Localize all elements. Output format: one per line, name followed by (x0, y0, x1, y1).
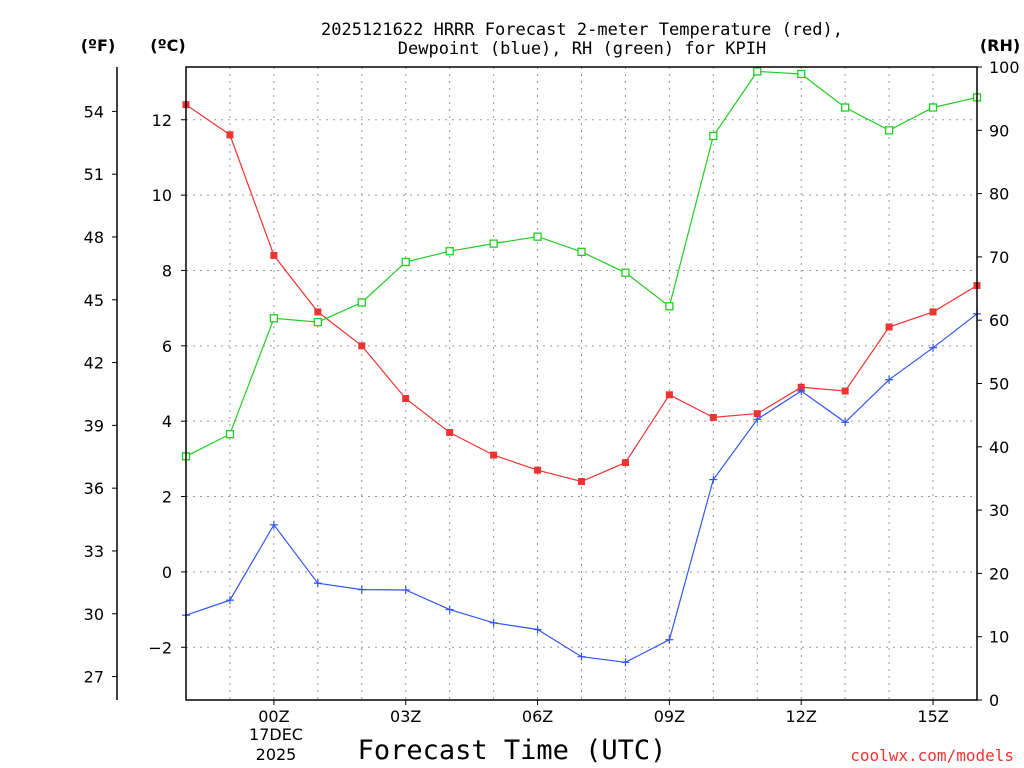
celsius-tick-label: 0 (162, 563, 172, 582)
rh-point (928, 103, 938, 112)
dewpoint-point (225, 596, 234, 605)
x-axis-title: Forecast Time (UTC) (358, 735, 667, 766)
rh-point (753, 67, 762, 76)
2-meter-temperature-point (358, 342, 366, 350)
fahrenheit-tick-label: 42 (84, 354, 104, 373)
x-date-label-line-2: 2025 (256, 745, 297, 764)
dewpoint-point (577, 652, 586, 661)
rh-tick-label: 30 (989, 501, 1009, 520)
fahrenheit-unit-label: (ºF) (81, 36, 116, 55)
rh-point (797, 69, 806, 79)
2-meter-temperature-point (490, 451, 498, 459)
fahrenheit-tick-label: 39 (84, 416, 104, 435)
2-meter-temperature-point (270, 251, 278, 259)
rh-point (665, 302, 674, 311)
dewpoint-point (929, 343, 938, 352)
2-meter-temperature-point (226, 131, 234, 139)
credit-text: coolwx.com/models (850, 746, 1014, 765)
dewpoint-point (357, 585, 366, 594)
rh-tick-label: 50 (989, 375, 1009, 394)
fahrenheit-tick-label: 51 (84, 165, 104, 184)
celsius-tick-label: 12 (152, 111, 172, 130)
x-tick-label: 09Z (654, 707, 685, 726)
rh-tick-label: 60 (989, 311, 1009, 330)
dewpoint-point (709, 475, 718, 484)
rh-tick-label: 0 (989, 691, 999, 710)
dewpoint-point (313, 579, 322, 588)
2-meter-temperature-point (621, 459, 629, 467)
rh-point (357, 298, 366, 307)
rh-unit-label: (RH) (980, 36, 1020, 55)
rh-tick-label: 10 (989, 628, 1009, 647)
rh-point (621, 268, 630, 277)
dewpoint-point (401, 585, 410, 594)
axes-layer: 121086420−254514845423936333027100908070… (84, 58, 1020, 726)
dewpoint-point (269, 520, 278, 529)
2-meter-temperature-point (885, 323, 893, 331)
2-meter-temperature-point (841, 387, 849, 395)
x-tick-label: 06Z (522, 707, 553, 726)
chart-title-line-2: Dewpoint (blue), RH (green) for KPIH (398, 39, 766, 59)
dewpoint-point (797, 387, 806, 396)
rh-tick-label: 100 (989, 58, 1020, 77)
celsius-tick-label: 4 (162, 412, 172, 431)
dewpoint-point (489, 618, 498, 627)
rh-tick-label: 90 (989, 121, 1009, 140)
2-meter-temperature-point (578, 477, 585, 485)
2-meter-temperature-point (534, 466, 542, 474)
rh-point (577, 247, 586, 256)
x-date-label-line-1: 17DEC (249, 725, 303, 744)
fahrenheit-tick-label: 27 (84, 668, 104, 687)
fahrenheit-tick-label: 33 (84, 542, 104, 561)
fahrenheit-tick-label: 36 (84, 479, 104, 498)
fahrenheit-tick-label: 45 (84, 291, 104, 310)
dewpoint-point (533, 625, 542, 634)
celsius-tick-label: 2 (162, 488, 172, 507)
rh-tick-label: 70 (989, 248, 1009, 267)
fahrenheit-tick-label: 54 (84, 102, 104, 121)
dewpoint-point (841, 418, 850, 427)
rh-point (313, 317, 322, 327)
dewpoint-point (621, 658, 630, 667)
rh-point (884, 126, 894, 135)
dewpoint-point (885, 375, 894, 384)
celsius-tick-label: 10 (152, 186, 172, 205)
rh-point (401, 257, 410, 267)
rh-point (841, 103, 850, 112)
fahrenheit-tick-label: 30 (84, 605, 104, 624)
fahrenheit-tick-label: 48 (84, 228, 104, 247)
dewpoint-point (753, 415, 762, 424)
celsius-unit-label: (ºC) (150, 36, 185, 55)
chart-title-line-1: 2025121622 HRRR Forecast 2-meter Tempera… (321, 20, 843, 40)
rh-point (533, 232, 542, 241)
2-meter-temperature-point (446, 428, 454, 436)
x-tick-label: 00Z (258, 707, 289, 726)
celsius-tick-label: 8 (162, 261, 172, 280)
series-layer (181, 67, 982, 667)
grid-lines (186, 67, 977, 700)
2-meter-temperature-point (929, 308, 937, 316)
celsius-tick-label: −2 (148, 638, 172, 657)
2-meter-temperature-point (665, 391, 673, 399)
2-meter-temperature-point (402, 395, 410, 403)
rh-point (709, 131, 718, 141)
x-tick-label: 15Z (917, 707, 948, 726)
rh-tick-label: 20 (989, 564, 1009, 583)
dewpoint-point (445, 605, 454, 614)
2-meter-temperature-point (314, 308, 322, 316)
rh-point (225, 429, 235, 439)
rh-tick-label: 80 (989, 185, 1009, 204)
2-meter-temperature-point (709, 413, 717, 421)
rh-point (489, 239, 498, 248)
dewpoint-point (665, 635, 674, 644)
rh-point (269, 314, 279, 323)
celsius-tick-label: 6 (162, 337, 172, 356)
2-meter-temperature-point (753, 410, 761, 418)
rh-tick-label: 40 (989, 438, 1009, 457)
x-tick-label: 03Z (390, 707, 421, 726)
rh-point (445, 247, 454, 256)
x-tick-label: 12Z (786, 707, 817, 726)
